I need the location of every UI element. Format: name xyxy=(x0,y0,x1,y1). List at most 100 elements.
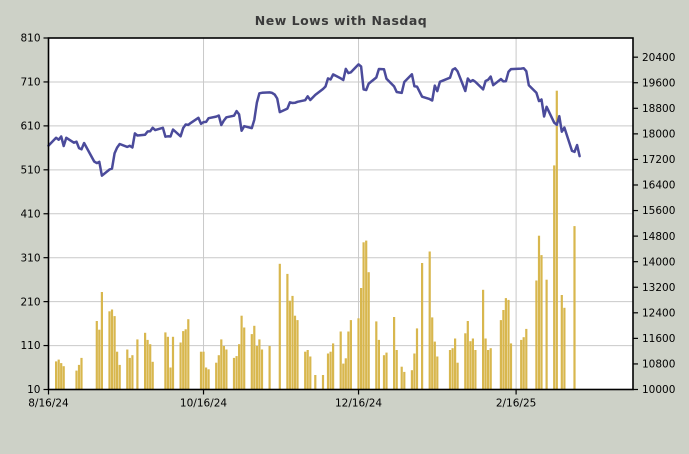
new-lows-bar xyxy=(116,351,119,390)
chart-title: New Lows with Nasdaq xyxy=(254,13,428,28)
new-lows-bar xyxy=(454,338,457,390)
new-lows-bar xyxy=(128,357,131,390)
new-lows-bar xyxy=(365,240,368,390)
new-lows-bar xyxy=(235,356,238,390)
new-lows-bar xyxy=(357,318,360,390)
new-lows-bar xyxy=(215,362,218,390)
new-lows-bar xyxy=(362,242,365,390)
new-lows-bar xyxy=(291,295,294,390)
new-lows-bar xyxy=(520,339,523,390)
new-lows-bar xyxy=(360,288,363,390)
new-lows-bar xyxy=(278,263,281,390)
new-lows-bar xyxy=(382,355,386,390)
y-right-tick-label: 12400 xyxy=(642,307,675,319)
y-right-tick-label: 10000 xyxy=(642,384,675,396)
y-right-tick-label: 14800 xyxy=(642,231,675,243)
new-lows-bar xyxy=(75,370,78,390)
new-lows-bar xyxy=(238,344,241,390)
y-right-tick-label: 11600 xyxy=(642,333,675,345)
new-lows-bar xyxy=(395,350,398,390)
new-lows-bar xyxy=(62,366,65,390)
new-lows-bar xyxy=(179,342,182,390)
new-lows-bar xyxy=(482,289,485,390)
x-tick-label: 12/16/24 xyxy=(335,398,382,410)
new-lows-bar xyxy=(184,329,187,390)
new-lows-bar xyxy=(268,346,271,390)
new-lows-bar xyxy=(375,321,378,390)
new-lows-bar xyxy=(108,311,111,390)
new-lows-bar xyxy=(225,349,228,390)
new-lows-bar xyxy=(309,356,312,390)
new-lows-bar xyxy=(433,341,436,390)
y-right-tick-label: 14000 xyxy=(642,256,675,268)
new-lows-bar xyxy=(431,317,434,390)
y-left-tick-label: 310 xyxy=(20,252,40,264)
new-lows-bar xyxy=(199,351,203,390)
new-lows-bar xyxy=(329,351,332,390)
new-lows-bar xyxy=(80,357,83,390)
new-lows-bar xyxy=(466,321,469,390)
new-lows-bar xyxy=(502,310,505,390)
new-lows-bar xyxy=(171,336,175,390)
y-left-tick-label: 510 xyxy=(20,164,40,176)
new-lows-bar xyxy=(537,235,541,390)
new-lows-bar xyxy=(413,353,416,390)
new-lows-bar xyxy=(57,359,60,390)
new-lows-bar xyxy=(573,226,576,390)
y-right-tick-label: 16400 xyxy=(642,180,675,192)
new-lows-bar xyxy=(509,343,513,390)
new-lows-bar xyxy=(144,332,147,390)
new-lows-bar xyxy=(306,350,309,390)
new-lows-bar xyxy=(164,332,167,390)
new-lows-bar xyxy=(149,344,152,390)
new-lows-bar xyxy=(403,371,406,390)
new-lows-bar xyxy=(253,325,256,390)
new-lows-bar xyxy=(222,346,225,390)
x-tick-label: 2/16/25 xyxy=(496,398,536,410)
y-right-tick-label: 18800 xyxy=(642,103,675,115)
new-lows-bar xyxy=(258,339,261,390)
new-lows-bar xyxy=(118,364,121,390)
new-lows-bar xyxy=(436,356,439,390)
new-lows-bar xyxy=(321,375,325,390)
new-lows-bar xyxy=(293,315,297,390)
new-lows-bar xyxy=(451,348,454,390)
new-lows-bar xyxy=(410,370,413,390)
new-lows-bar xyxy=(474,350,477,390)
new-lows-bar xyxy=(98,329,101,390)
new-lows-bar xyxy=(342,363,345,390)
y-left-tick-label: 610 xyxy=(20,121,40,133)
new-lows-bar xyxy=(522,337,525,390)
new-lows-bar xyxy=(326,353,330,390)
new-lows-bar xyxy=(314,375,317,390)
new-lows-bar xyxy=(499,320,502,390)
new-lows-bar xyxy=(243,327,246,390)
new-lows-bar xyxy=(507,299,510,390)
y-right-tick-label: 19600 xyxy=(642,77,675,89)
new-lows-bar xyxy=(400,366,403,390)
new-lows-bar xyxy=(421,263,424,390)
new-lows-bar xyxy=(202,351,205,390)
new-lows-bar xyxy=(113,316,116,390)
y-right-tick-label: 10800 xyxy=(642,359,675,371)
new-lows-bar xyxy=(286,273,289,390)
new-lows-bar xyxy=(504,298,507,390)
new-lows-bar xyxy=(240,315,243,390)
x-tick-label: 8/16/24 xyxy=(28,398,69,410)
y-left-tick-label: 110 xyxy=(20,340,40,352)
new-lows-bar xyxy=(367,272,370,390)
new-lows-bar xyxy=(77,364,81,390)
new-lows-bar xyxy=(349,320,352,390)
new-lows-bar xyxy=(136,339,139,390)
x-tick-label: 10/16/24 xyxy=(180,398,227,410)
new-lows-bar xyxy=(560,295,563,390)
y-left-tick-label: 410 xyxy=(20,208,40,220)
new-lows-bar xyxy=(545,279,548,390)
new-lows-bar xyxy=(332,343,335,390)
new-lows-bar xyxy=(220,339,223,390)
new-lows-bar xyxy=(182,331,185,390)
y-left-tick-label: 210 xyxy=(20,296,40,308)
new-lows-bar xyxy=(304,351,307,390)
new-lows-bar xyxy=(456,362,459,390)
